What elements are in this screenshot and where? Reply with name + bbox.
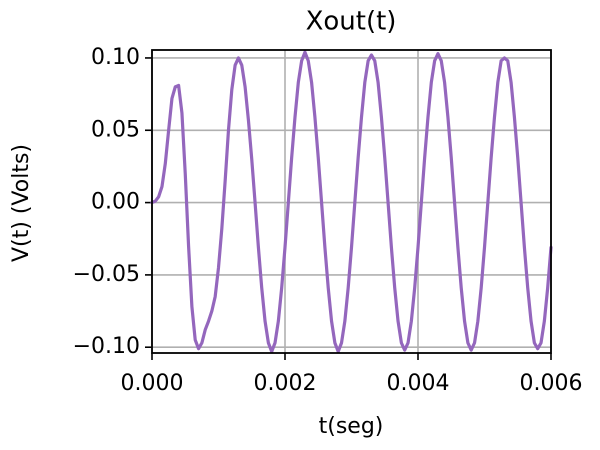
x-axis-label: t(seg) [319, 414, 384, 439]
chart-title: Xout(t) [306, 7, 397, 37]
y-tick-label: −0.05 [73, 262, 140, 287]
plot-frame [151, 49, 552, 354]
y-axis-label: V(t) (Volts) [9, 144, 34, 262]
y-tick-label: 0.05 [91, 117, 140, 142]
x-tick-label: 0.002 [254, 371, 317, 396]
y-tick-label: 0.10 [91, 45, 140, 70]
y-tick-label: 0.00 [91, 190, 140, 215]
line-series [150, 50, 553, 354]
x-tick-label: 0.000 [121, 371, 184, 396]
y-tick-label: −0.10 [73, 334, 140, 359]
x-tick-label: 0.004 [387, 371, 450, 396]
x-tick-label: 0.006 [520, 371, 583, 396]
